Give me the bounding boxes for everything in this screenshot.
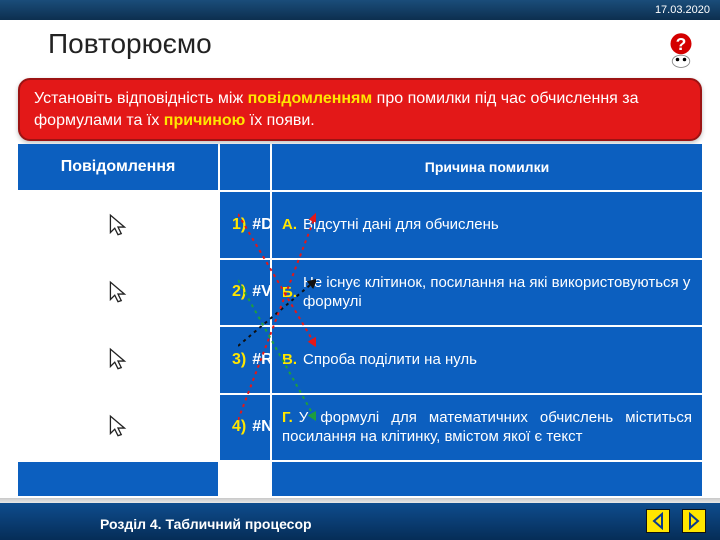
header-left: Повідомлення: [18, 144, 218, 190]
task-suffix: їх появи.: [245, 112, 314, 129]
right-let-3: В.: [282, 350, 297, 369]
right-let-4: Г.: [282, 409, 293, 426]
right-text-3: Спроба поділити на нуль: [303, 350, 477, 369]
footer-left: [18, 462, 218, 496]
task-prefix: Установіть відповідність між: [34, 90, 248, 107]
date-label: 17.03.2020: [655, 4, 710, 16]
right-item-3: В. Спроба поділити на нуль: [272, 327, 702, 393]
left-item-4: 4) #N/A: [220, 395, 270, 461]
left-num-1: 1): [232, 216, 246, 234]
right-text-4: У формулі для математичних обчислень міс…: [282, 409, 692, 445]
right-item-2: Б. Не існує клітинок, посилання на які в…: [272, 260, 702, 326]
left-num-4: 4): [232, 418, 246, 436]
right-let-2: Б.: [282, 283, 297, 302]
top-bar: 17.03.2020: [0, 0, 720, 20]
task-hl1: повідомленням: [248, 90, 373, 107]
task-box: Установіть відповідність між повідомленн…: [18, 78, 702, 141]
right-item-4: Г.У формулі для математичних обчислень м…: [272, 395, 702, 461]
footer-mid: [220, 462, 270, 496]
cursor-icon-2[interactable]: [107, 280, 129, 306]
left-code-2: #VALUE!: [252, 283, 270, 301]
page-title: Повторюємо: [48, 28, 212, 60]
left-code-4: #N/A: [252, 418, 270, 436]
left-num-2: 2): [232, 283, 246, 301]
left-item-3: 3) #REF!: [220, 327, 270, 393]
cursor-icon-4[interactable]: [107, 414, 129, 440]
header-right: Причина помилки: [272, 144, 702, 190]
footer-right: [272, 462, 702, 496]
left-item-1: 1) #DIV/0!: [220, 192, 270, 258]
cursor-icon-1[interactable]: [107, 213, 129, 239]
left-item-2: 2) #VALUE!: [220, 260, 270, 326]
right-item-1: А. Відсутні дані для обчислень: [272, 192, 702, 258]
header-mid: [220, 144, 270, 190]
section-label: Розділ 4. Табличний процесор: [100, 516, 312, 532]
nav-buttons: [646, 509, 706, 533]
left-num-3: 3): [232, 351, 246, 369]
svg-text:?: ?: [676, 34, 687, 54]
right-text-1: Відсутні дані для обчислень: [303, 215, 499, 234]
mid-column: [18, 192, 218, 460]
left-code-1: #DIV/0!: [252, 216, 270, 234]
cursor-icon-3[interactable]: [107, 347, 129, 373]
match-table: Повідомлення Причина помилки 1) #DIV/0! …: [18, 144, 702, 496]
right-text-2: Не існує клітинок, посилання на які вико…: [303, 273, 692, 311]
task-hl2: причиною: [164, 112, 246, 129]
prev-button[interactable]: [646, 509, 670, 533]
question-mark-icon: ?: [660, 28, 702, 70]
next-button[interactable]: [682, 509, 706, 533]
right-let-1: А.: [282, 215, 297, 234]
left-code-3: #REF!: [252, 351, 270, 369]
